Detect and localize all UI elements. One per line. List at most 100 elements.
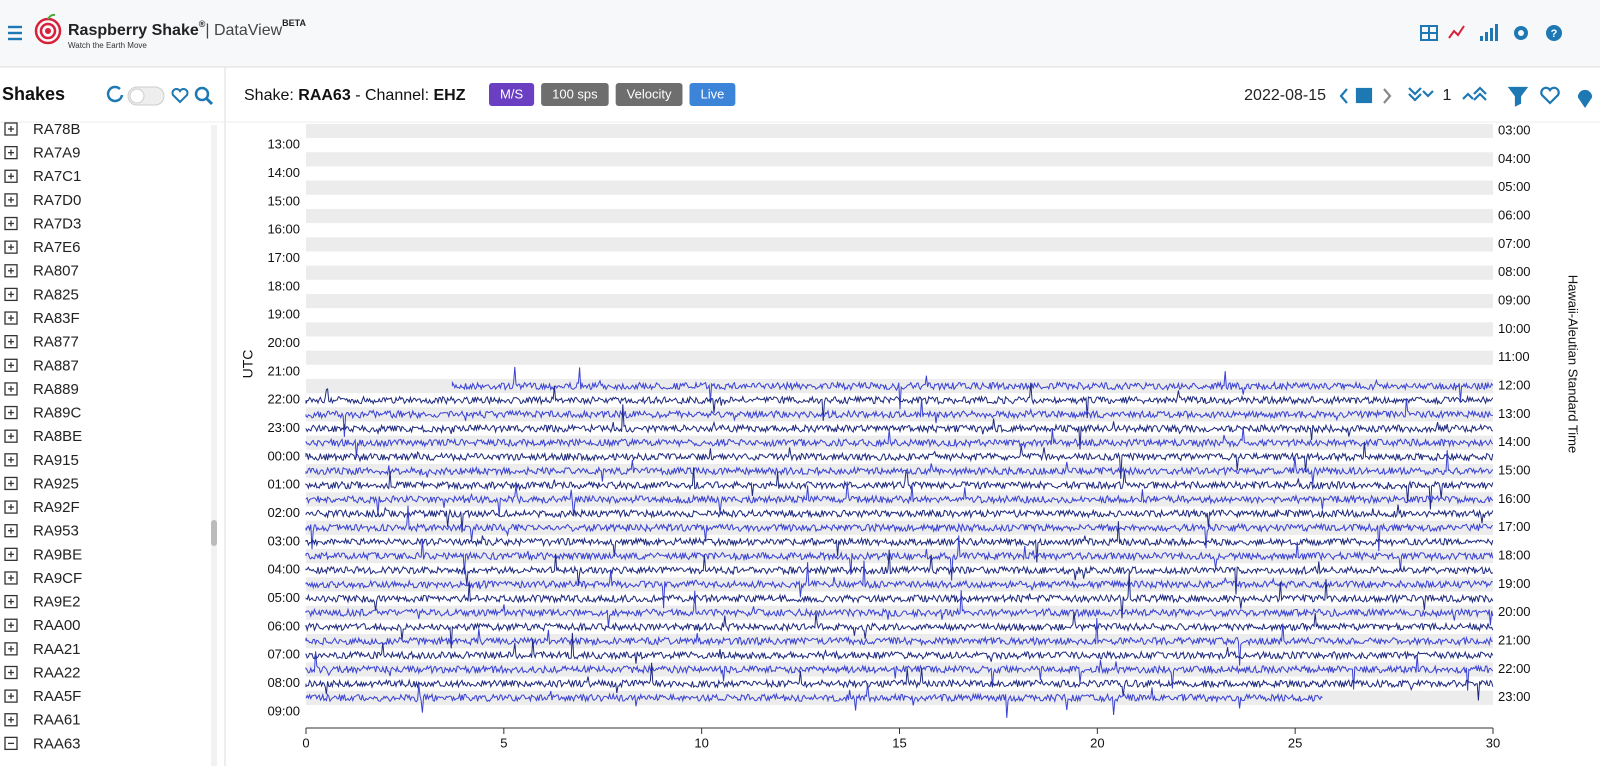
expand-icon[interactable] (4, 642, 18, 656)
station-item[interactable]: RA7D3 (4, 215, 81, 232)
utc-label: 16:00 (267, 222, 300, 237)
station-item[interactable]: RAA5F (4, 688, 81, 705)
expand-icon[interactable] (4, 736, 18, 751)
x-tick-label: 15 (892, 735, 906, 750)
scrollbar-thumb[interactable] (211, 520, 217, 546)
expand-icon[interactable] (4, 429, 18, 443)
station-id: RA877 (33, 334, 79, 351)
trace (305, 426, 1494, 458)
expand-icon[interactable] (4, 358, 18, 372)
expand-icon[interactable] (4, 145, 18, 160)
header-icons[interactable]: ? (1420, 24, 1562, 41)
station-item[interactable]: RA92F (4, 499, 80, 516)
expand-icon[interactable] (4, 240, 18, 254)
expand-icon[interactable] (4, 713, 18, 727)
zoom-level: 1 (1443, 87, 1452, 104)
station-item[interactable]: RAA22 (4, 664, 81, 681)
expand-icon[interactable] (4, 193, 18, 207)
local-label: 08:00 (1498, 264, 1531, 279)
station-id: RA92F (33, 499, 80, 516)
expand-icon[interactable] (4, 547, 18, 561)
station-item[interactable]: RA89C (4, 405, 82, 422)
sidebar-controls[interactable] (106, 85, 214, 106)
station-item[interactable]: RAA00 (4, 617, 81, 634)
station-item[interactable]: RAA61 (4, 712, 81, 729)
station-item[interactable]: RA825 (4, 286, 79, 303)
badge[interactable] (615, 83, 683, 106)
beta-badge: BETA (282, 18, 306, 28)
local-label: 14:00 (1498, 434, 1531, 449)
row-band (306, 152, 1493, 167)
expand-icon[interactable] (4, 476, 18, 491)
utc-label: 07:00 (267, 647, 300, 662)
utc-label: 20:00 (267, 335, 300, 350)
x-tick-label: 30 (1486, 735, 1500, 750)
expand-icon[interactable] (4, 335, 18, 349)
local-label: 22:00 (1498, 661, 1531, 676)
station-item[interactable]: RA953 (4, 523, 79, 540)
station-item[interactable]: RA807 (4, 263, 79, 280)
station-item[interactable]: RA7D0 (4, 192, 81, 209)
expand-icon[interactable] (4, 311, 18, 325)
header-bar (0, 0, 1600, 67)
local-label: 11:00 (1498, 349, 1530, 364)
expand-icon[interactable] (4, 665, 18, 680)
expand-icon[interactable] (4, 169, 18, 183)
local-label: 06:00 (1498, 207, 1531, 222)
station-item[interactable]: RA9BE (4, 546, 82, 563)
station-id: RA9CF (33, 570, 82, 587)
badge[interactable] (541, 83, 609, 106)
local-label: 10:00 (1498, 321, 1531, 336)
station-item[interactable]: RA889 (4, 381, 79, 398)
station-id: RA7D3 (33, 215, 81, 232)
expand-icon[interactable] (4, 618, 18, 632)
utc-label: 19:00 (267, 307, 300, 322)
expand-icon[interactable] (4, 500, 18, 514)
station-id: RA889 (33, 381, 79, 398)
badge[interactable] (689, 83, 736, 106)
local-label: 03:00 (1498, 122, 1531, 137)
expand-icon[interactable] (4, 571, 18, 585)
station-id: RAA5F (33, 688, 81, 705)
station-item[interactable]: RA915 (4, 452, 79, 469)
tagline: Watch the Earth Move (68, 41, 147, 50)
station-id: RAA22 (33, 664, 81, 681)
expand-icon[interactable] (4, 122, 18, 136)
trace (305, 481, 1494, 517)
station-item[interactable]: RA9E2 (4, 594, 81, 611)
station-item[interactable]: RAA63 (4, 735, 81, 752)
shake-label: Shake: (244, 87, 294, 104)
station-item[interactable]: RA7C1 (4, 168, 81, 185)
expand-icon[interactable] (4, 689, 18, 703)
station-item[interactable]: RA877 (4, 334, 79, 351)
station-item[interactable]: RA8BE (4, 428, 82, 445)
utc-label: 06:00 (267, 618, 300, 633)
station-item[interactable]: RAA21 (4, 641, 81, 658)
x-tick-label: 0 (302, 735, 309, 750)
expand-icon[interactable] (4, 405, 18, 420)
trace (305, 651, 1494, 691)
trace (305, 572, 1494, 619)
row-band (306, 322, 1493, 337)
station-item[interactable]: RA9CF (4, 570, 82, 587)
expand-icon[interactable] (4, 264, 18, 278)
toolbar-icons[interactable] (1339, 86, 1593, 108)
station-item[interactable]: RA925 (4, 475, 79, 492)
menu-icon[interactable] (8, 25, 22, 41)
station-item[interactable]: RA78B (4, 121, 81, 138)
channel-id: EHZ (433, 87, 465, 104)
station-item[interactable]: RA7E6 (4, 239, 81, 256)
local-label: 19:00 (1498, 576, 1531, 591)
expand-icon[interactable] (4, 524, 18, 538)
expand-icon[interactable] (4, 453, 18, 467)
local-label: 07:00 (1498, 236, 1531, 251)
expand-icon[interactable] (4, 594, 18, 609)
station-item[interactable]: RA887 (4, 357, 79, 374)
expand-icon[interactable] (4, 216, 18, 231)
expand-icon[interactable] (4, 287, 18, 302)
badge[interactable] (489, 83, 535, 106)
station-item[interactable]: RA7A9 (4, 145, 81, 162)
expand-icon[interactable] (4, 382, 18, 396)
station-item[interactable]: RA83F (4, 310, 80, 327)
